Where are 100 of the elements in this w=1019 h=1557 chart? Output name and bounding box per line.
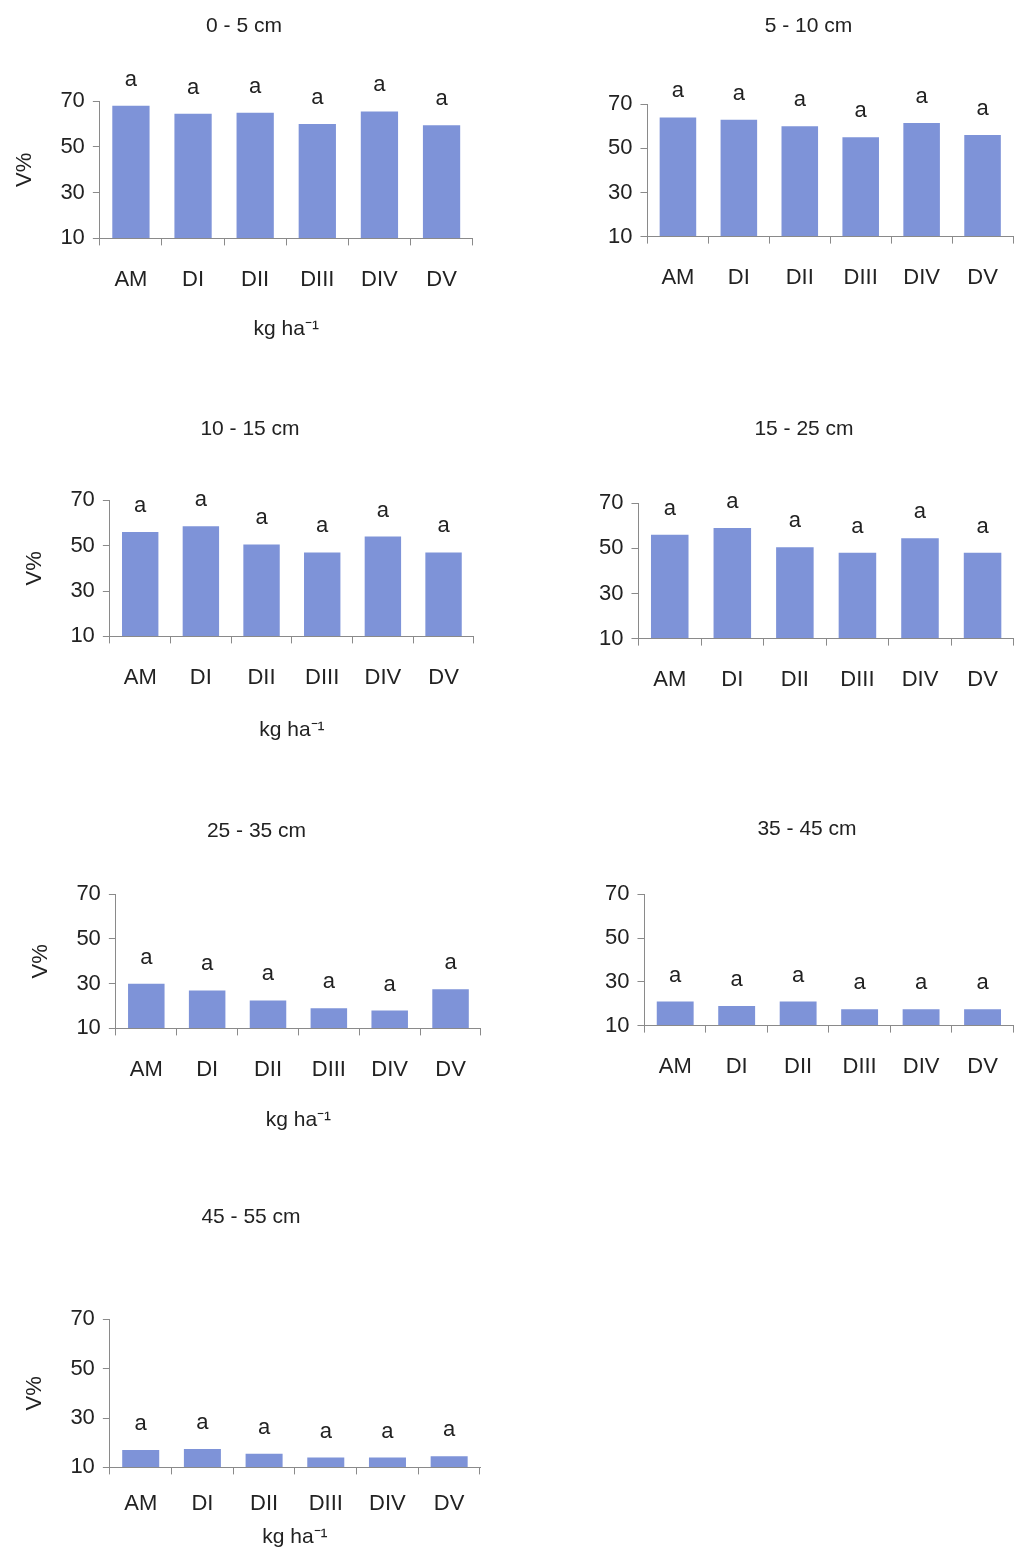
y-tick-label: 30 [60, 178, 85, 204]
x-tick-label: AM [658, 1052, 692, 1078]
data-label: a [316, 512, 330, 538]
chart-title: 0 - 5 cm [206, 13, 282, 37]
y-tick-label: 10 [598, 624, 624, 650]
y-tick-label: 10 [604, 1011, 630, 1037]
y-tick-label: 50 [70, 531, 95, 557]
data-label: a [443, 1416, 457, 1442]
y-tick-label: 10 [70, 622, 95, 648]
data-label: a [915, 82, 929, 108]
data-label: a [186, 73, 200, 99]
x-tick-label: DII [785, 263, 814, 289]
x-tick-label: AM [123, 663, 157, 689]
chart-title: 5 - 10 cm [764, 13, 853, 37]
data-label: a [255, 504, 269, 530]
x-tick-label: DIV [369, 1489, 407, 1515]
data-label: a [914, 969, 928, 995]
x-tick-label: DIV [371, 1055, 409, 1081]
data-label: a [383, 970, 397, 996]
y-tick-label: 50 [60, 133, 85, 158]
y-tick-label: 50 [607, 134, 633, 160]
x-tick-label: DI [189, 663, 212, 689]
x-tick-label: AM [124, 1489, 158, 1515]
x-tick-label: AM [653, 665, 687, 691]
y-axis-title: V% [21, 551, 47, 586]
data-label: a [140, 943, 154, 969]
data-label: a [311, 84, 325, 110]
x-tick-label: DIV [361, 265, 399, 291]
x-tick-label: DIV [364, 663, 402, 689]
data-label: a [976, 512, 990, 538]
y-tick-label: 70 [70, 1305, 95, 1331]
data-label: a [792, 961, 806, 987]
chart-title: 45 - 55 cm [201, 1204, 301, 1228]
y-tick-label: 10 [76, 1014, 101, 1040]
data-label: a [319, 1417, 333, 1443]
data-label: a [726, 488, 740, 514]
data-label: a [134, 1410, 148, 1436]
x-tick-label: DI [725, 1052, 748, 1078]
data-label: a [437, 512, 451, 538]
data-label: a [663, 494, 677, 520]
y-tick-label: 10 [607, 222, 633, 248]
data-label: a [853, 969, 867, 995]
x-tick-label: DIII [308, 1489, 343, 1515]
data-label: a [196, 1408, 210, 1434]
x-tick-label: DIII [840, 665, 875, 691]
x-tick-label: DI [191, 1489, 214, 1515]
x-tick-label: DIII [305, 663, 340, 689]
data-label: a [976, 969, 990, 995]
x-axis-title: kg ha⁻¹ [262, 1524, 328, 1548]
x-tick-label: DIII [842, 1052, 877, 1078]
chart-title: 35 - 45 cm [757, 816, 857, 840]
y-tick-label: 10 [60, 224, 85, 250]
x-tick-label: DIV [901, 665, 939, 691]
y-tick-label: 30 [598, 579, 624, 605]
data-label: a [249, 72, 263, 98]
x-tick-label: DV [428, 663, 460, 689]
chart-title: 10 - 15 cm [200, 416, 300, 440]
y-tick-label: 50 [76, 925, 101, 950]
x-tick-label: AM [129, 1055, 163, 1081]
x-tick-label: AM [661, 263, 695, 289]
x-axis-title: kg ha⁻¹ [259, 717, 325, 741]
data-label: a [261, 960, 275, 986]
y-tick-label: 50 [70, 1354, 95, 1380]
chart-title: 15 - 25 cm [754, 416, 854, 440]
data-label: a [976, 95, 990, 121]
data-label: a [376, 496, 390, 522]
y-axis-title: V% [27, 944, 53, 979]
data-label: a [854, 97, 868, 123]
data-label: a [851, 512, 865, 538]
data-label: a [134, 491, 148, 517]
x-tick-label: DV [967, 1052, 999, 1078]
y-tick-label: 10 [70, 1453, 95, 1479]
x-tick-label: DII [247, 663, 276, 689]
y-tick-label: 70 [70, 486, 95, 512]
data-label: a [788, 507, 802, 533]
x-tick-label: DII [253, 1055, 283, 1081]
data-label: a [732, 79, 746, 105]
data-label: a [322, 968, 336, 994]
data-label: a [381, 1417, 395, 1443]
data-label: a [373, 71, 387, 97]
x-tick-label: DI [727, 263, 750, 289]
data-label: a [444, 949, 458, 975]
x-tick-label: DII [784, 1052, 813, 1078]
x-tick-label: DV [426, 265, 458, 291]
y-tick-label: 70 [76, 880, 101, 906]
y-tick-label: 30 [604, 967, 630, 993]
data-label: a [730, 965, 744, 991]
y-tick-label: 50 [604, 924, 630, 950]
y-tick-label: 30 [70, 1404, 95, 1430]
x-axis-title: kg ha⁻¹ [253, 316, 319, 340]
y-tick-label: 30 [607, 178, 633, 204]
data-label: a [201, 950, 215, 976]
x-tick-label: DIII [311, 1055, 346, 1081]
x-tick-label: DII [250, 1489, 279, 1515]
data-label: a [257, 1413, 271, 1439]
chart-title: 25 - 35 cm [206, 818, 307, 842]
x-tick-label: DI [721, 665, 744, 691]
data-label: a [669, 961, 683, 987]
x-tick-label: DV [967, 263, 999, 289]
y-tick-label: 70 [604, 880, 630, 906]
